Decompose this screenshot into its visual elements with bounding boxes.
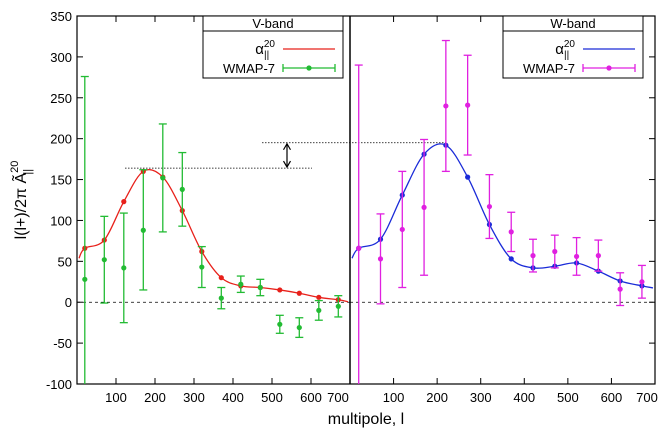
annotation-guides: [125, 142, 447, 169]
plot-frame: [76, 15, 656, 385]
y-tick-label: 350: [50, 9, 72, 24]
data-point: [101, 257, 107, 263]
x-tick-label: 600: [601, 390, 623, 405]
model-curve: [351, 143, 654, 289]
model-curve: [78, 168, 349, 303]
y-axis-label-sup: 20: [9, 161, 21, 173]
data-point: [277, 321, 283, 327]
data-point: [377, 256, 384, 262]
x-tick-label: 500: [557, 390, 579, 405]
data-point: [465, 102, 471, 108]
data-point: [257, 284, 263, 291]
panel-w-band: [351, 39, 654, 384]
y-tick-label: 100: [50, 213, 72, 228]
y-tick-label: 50: [58, 254, 72, 269]
model-point: [296, 290, 302, 296]
data-point: [121, 265, 127, 271]
data-point: [238, 281, 244, 287]
data-point: [179, 186, 185, 192]
x-tick-label: 200: [144, 390, 166, 405]
data-point: [530, 253, 536, 259]
data-point: [443, 103, 449, 109]
data-point: [199, 264, 205, 270]
x-tick-label: 700: [327, 390, 349, 405]
data-point: [639, 279, 645, 285]
data-point: [82, 276, 88, 282]
y-tick-label: -100: [46, 377, 72, 392]
x-tick-label: 300: [470, 390, 492, 405]
y-tick-label: 250: [50, 91, 72, 106]
data-point: [356, 245, 362, 251]
legend-w-band: W-band α20 ||WMAP-7: [502, 15, 644, 79]
model-point: [277, 287, 283, 293]
data-point: [508, 229, 514, 235]
legend-model-label: α20 ||: [255, 39, 275, 61]
y-axis-label: l(l+)/2π Ã20||: [9, 161, 34, 240]
y-tick-label: 0: [65, 295, 72, 310]
data-point: [335, 303, 341, 309]
data-point: [140, 227, 146, 233]
y-tick-label: -50: [53, 336, 72, 351]
x-tick-label: 400: [513, 390, 535, 405]
double-arrow-head-up: [282, 142, 292, 151]
x-tick-label: 100: [383, 390, 405, 405]
x-tick-label: 300: [183, 390, 205, 405]
x-axis-ticks: 100 200 300 400 500 600 700 100 200 300 400 500 600 7…: [105, 16, 658, 405]
model-point: [218, 275, 224, 281]
data-point: [573, 253, 580, 260]
model-point: [316, 294, 322, 300]
data-point: [552, 248, 558, 255]
x-tick-label: 200: [426, 390, 448, 405]
legend-title: W-band: [550, 16, 595, 31]
y-tick-label: 300: [50, 50, 72, 65]
x-tick-label: 600: [300, 390, 322, 405]
y-axis-label-sub: ||: [22, 169, 34, 175]
data-point: [218, 295, 224, 301]
x-tick-label: 500: [261, 390, 283, 405]
data-point: [296, 324, 302, 331]
data-point: [160, 175, 166, 181]
data-point: [421, 204, 427, 210]
panel-v-band: [78, 75, 349, 384]
model-point: [121, 199, 127, 205]
legend-model-label: α20 ||: [555, 39, 575, 61]
double-arrow-head-down: [282, 160, 292, 169]
legend-data-marker: [306, 65, 312, 71]
y-axis-label-text: l(l+)/2π Ã20||: [9, 161, 34, 240]
model-point: [465, 174, 471, 180]
x-tick-label: 100: [105, 390, 127, 405]
y-tick-label: 200: [50, 132, 72, 147]
x-tick-label: 700: [636, 390, 658, 405]
data-point: [316, 307, 322, 313]
data-point: [595, 253, 601, 259]
data-point: [617, 286, 623, 292]
x-axis-label: multipole, l: [328, 411, 404, 428]
data-point: [486, 203, 493, 210]
legend-title: V-band: [252, 16, 293, 31]
data-point: [399, 226, 405, 233]
legend-data-label: WMAP-7: [223, 61, 275, 76]
y-tick-label: 150: [50, 173, 72, 188]
legend-data-marker: [606, 65, 612, 71]
legend-data-label: WMAP-7: [523, 61, 575, 76]
y-axis-label-main: l(l+)/2π Ã: [10, 172, 30, 239]
y-axis-ticks: -100 -50 0 50 100 150 200 250 300 350: [46, 9, 655, 392]
legend-v-band: V-band α20 ||WMAP-7: [202, 15, 344, 79]
model-point: [508, 256, 514, 262]
x-tick-label: 400: [222, 390, 244, 405]
